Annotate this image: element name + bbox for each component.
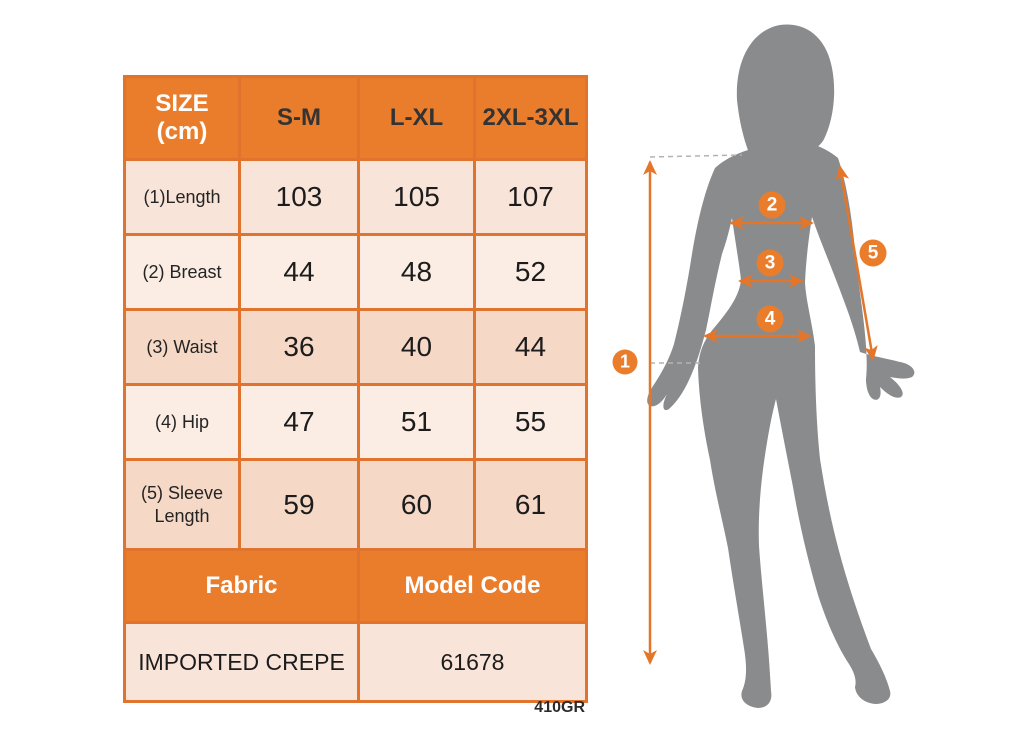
marker-4-hip: 4 bbox=[756, 305, 784, 333]
weight-note: 410GR bbox=[534, 699, 585, 716]
waist-2xl-3xl: 44 bbox=[473, 308, 588, 386]
fabric-value: IMPORTED CREPE bbox=[123, 621, 360, 703]
hip-s-m: 47 bbox=[238, 383, 360, 461]
row-label-sleeve-length: (5) Sleeve Length bbox=[123, 458, 241, 551]
table-row-breast: (2) Breast 44 48 52 bbox=[123, 233, 588, 311]
table-header-row: SIZE (cm) S-M L-XL 2XL-3XL bbox=[123, 75, 588, 161]
info-header-row: Fabric Model Code bbox=[123, 548, 588, 624]
female-silhouette bbox=[647, 24, 915, 708]
length-s-m: 103 bbox=[238, 158, 360, 236]
model-code-value: 61678 bbox=[357, 621, 588, 703]
hip-l-xl: 51 bbox=[357, 383, 476, 461]
info-value-row: IMPORTED CREPE 61678 bbox=[123, 621, 588, 703]
length-2xl-3xl: 107 bbox=[473, 158, 588, 236]
breast-l-xl: 48 bbox=[357, 233, 476, 311]
row-label-length: (1)Length bbox=[123, 158, 241, 236]
table-row-length: (1)Length 103 105 107 bbox=[123, 158, 588, 236]
col-header-s-m: S-M bbox=[238, 75, 360, 161]
size-table: SIZE (cm) S-M L-XL 2XL-3XL (1)Length 103… bbox=[123, 75, 588, 703]
table-row-hip: (4) Hip 47 51 55 bbox=[123, 383, 588, 461]
marker-2-breast: 2 bbox=[758, 191, 786, 219]
sleeve-s-m: 59 bbox=[238, 458, 360, 551]
measurement-diagram bbox=[643, 24, 915, 708]
breast-s-m: 44 bbox=[238, 233, 360, 311]
shoulder-guide-line bbox=[649, 154, 743, 158]
table-row-waist: (3) Waist 36 40 44 bbox=[123, 308, 588, 386]
col-header-l-xl: L-XL bbox=[357, 75, 476, 161]
size-unit-header: SIZE (cm) bbox=[123, 75, 241, 161]
female-silhouette-body bbox=[647, 141, 915, 708]
row-label-waist: (3) Waist bbox=[123, 308, 241, 386]
col-header-2xl-3xl: 2XL-3XL bbox=[473, 75, 588, 161]
model-code-header: Model Code bbox=[357, 548, 588, 624]
row-label-breast: (2) Breast bbox=[123, 233, 241, 311]
marker-3-waist: 3 bbox=[756, 249, 784, 277]
breast-2xl-3xl: 52 bbox=[473, 233, 588, 311]
table-row-sleeve-length: (5) Sleeve Length 59 60 61 bbox=[123, 458, 588, 551]
sleeve-arrow bbox=[835, 165, 878, 361]
female-silhouette-head bbox=[736, 24, 835, 158]
measurement-arrows bbox=[643, 160, 878, 665]
fabric-header: Fabric bbox=[123, 548, 360, 624]
row-label-hip: (4) Hip bbox=[123, 383, 241, 461]
guide-dashed-lines bbox=[649, 154, 743, 364]
waist-s-m: 36 bbox=[238, 308, 360, 386]
marker-5-sleeve: 5 bbox=[859, 239, 887, 267]
length-l-xl: 105 bbox=[357, 158, 476, 236]
marker-1-length: 1 bbox=[612, 349, 638, 375]
waist-l-xl: 40 bbox=[357, 308, 476, 386]
sleeve-2xl-3xl: 61 bbox=[473, 458, 588, 551]
sleeve-l-xl: 60 bbox=[357, 458, 476, 551]
hip-2xl-3xl: 55 bbox=[473, 383, 588, 461]
